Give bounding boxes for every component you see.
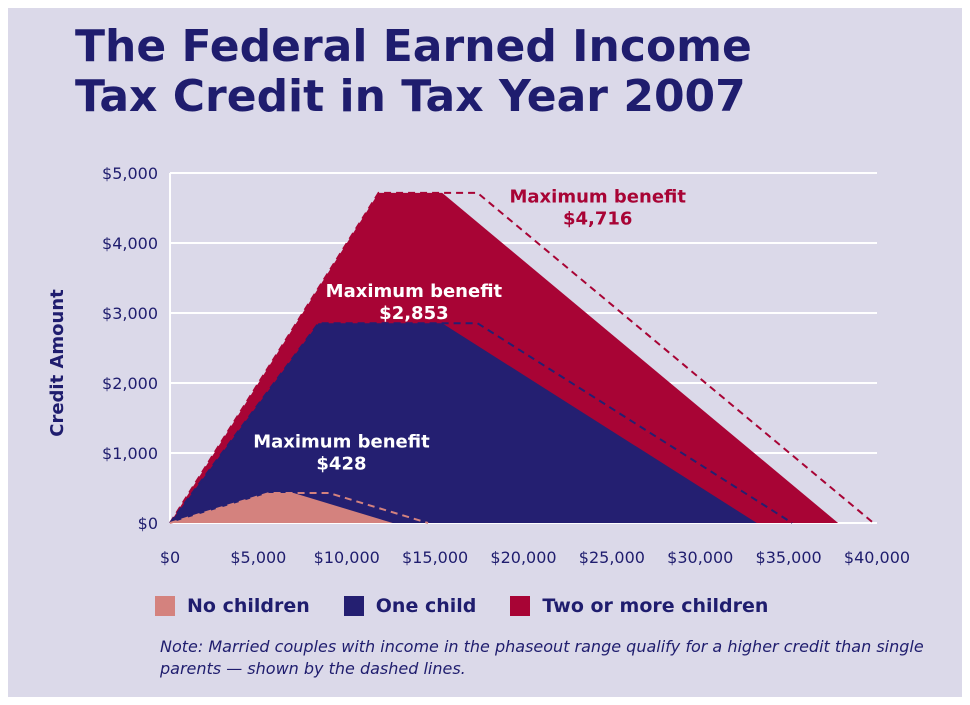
x-tick-label: $5,000 — [230, 548, 286, 567]
annotation-value: $2,853 — [379, 303, 448, 324]
legend-swatch-no-children — [155, 596, 175, 616]
annotation-label: Maximum benefit — [253, 431, 430, 452]
y-tick-label: $1,000 — [102, 444, 158, 463]
annotation-label: Maximum benefit — [326, 281, 503, 302]
x-tick-label: $15,000 — [402, 548, 468, 567]
annotation-value: $4,716 — [563, 208, 632, 229]
dashed-line-no-children — [169, 492, 429, 524]
title-line-2: Tax Credit in Tax Year 2007 — [75, 71, 746, 122]
y-tick-label: $4,000 — [102, 234, 158, 253]
dashed-line-two-or-more — [169, 191, 875, 524]
x-tick-label: $40,000 — [844, 548, 910, 567]
x-tick-label: $30,000 — [667, 548, 733, 567]
title-line-1: The Federal Earned Income — [75, 21, 752, 72]
y-tick-label: $0 — [138, 514, 158, 533]
legend-item-one-child: One child — [343, 595, 477, 617]
legend-swatch-one-child — [343, 596, 364, 616]
legend-item-two-or-more: Two or more children — [510, 595, 768, 617]
y-axis-title: Credit Amount — [47, 289, 68, 437]
legend-label-no-children: No children — [187, 595, 310, 617]
y-tick-label: $2,000 — [102, 374, 158, 393]
area-one-child — [170, 323, 757, 523]
legend-item-no-children: No children — [155, 595, 310, 617]
dashed-line-one-child — [169, 322, 793, 524]
x-tick-label: $0 — [160, 548, 180, 567]
area-no-children — [170, 493, 393, 523]
x-tick-label: $20,000 — [490, 548, 556, 567]
legend-swatch-two-or-more — [510, 596, 531, 616]
y-tick-label: $3,000 — [102, 304, 158, 323]
x-tick-label: $35,000 — [756, 548, 822, 567]
annotation-value: $428 — [316, 453, 366, 474]
annotation-label: Maximum benefit — [509, 186, 686, 207]
x-tick-label: $10,000 — [314, 548, 380, 567]
chart-title: The Federal Earned Income Tax Credit in … — [75, 22, 752, 122]
chart-legend: No children One child Two or more childr… — [155, 594, 802, 618]
legend-label-one-child: One child — [375, 595, 477, 617]
x-tick-label: $25,000 — [579, 548, 645, 567]
legend-label-two-or-more: Two or more children — [542, 595, 769, 617]
y-tick-label: $5,000 — [102, 164, 158, 183]
chart-note: Note: Married couples with income in the… — [160, 637, 924, 678]
